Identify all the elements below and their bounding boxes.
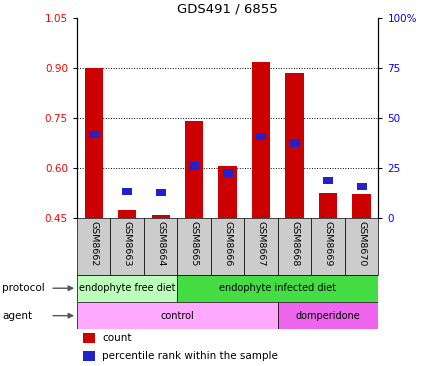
- Text: domperidone: domperidone: [296, 311, 360, 321]
- FancyBboxPatch shape: [211, 218, 245, 274]
- Bar: [84, 68, 103, 218]
- FancyBboxPatch shape: [312, 218, 345, 274]
- Text: percentile rank within the sample: percentile rank within the sample: [102, 351, 278, 361]
- FancyBboxPatch shape: [177, 274, 378, 302]
- Text: GSM8670: GSM8670: [357, 221, 366, 266]
- Bar: [352, 194, 371, 218]
- Text: count: count: [102, 333, 132, 343]
- Text: GSM8665: GSM8665: [190, 221, 199, 266]
- Bar: [356, 183, 367, 190]
- Text: endophyte infected diet: endophyte infected diet: [220, 283, 337, 293]
- Text: GSM8664: GSM8664: [156, 221, 165, 266]
- Bar: [219, 165, 237, 218]
- FancyBboxPatch shape: [77, 274, 177, 302]
- FancyBboxPatch shape: [77, 218, 110, 274]
- Text: endophyte free diet: endophyte free diet: [79, 283, 176, 293]
- FancyBboxPatch shape: [177, 218, 211, 274]
- Text: GSM8662: GSM8662: [89, 221, 98, 266]
- Bar: [89, 131, 99, 138]
- Bar: [252, 61, 271, 218]
- FancyBboxPatch shape: [245, 218, 278, 274]
- Bar: [323, 176, 333, 184]
- Bar: [83, 333, 95, 343]
- Text: agent: agent: [2, 311, 32, 321]
- FancyBboxPatch shape: [110, 218, 144, 274]
- Bar: [319, 193, 337, 218]
- Text: GSM8669: GSM8669: [324, 221, 333, 266]
- Title: GDS491 / 6855: GDS491 / 6855: [177, 3, 278, 16]
- FancyBboxPatch shape: [278, 302, 378, 329]
- Bar: [286, 73, 304, 218]
- Text: control: control: [161, 311, 194, 321]
- FancyBboxPatch shape: [278, 218, 312, 274]
- FancyBboxPatch shape: [77, 302, 278, 329]
- Bar: [122, 187, 132, 195]
- Bar: [156, 188, 166, 196]
- Bar: [290, 139, 300, 147]
- Text: GSM8663: GSM8663: [123, 221, 132, 266]
- Text: GSM8667: GSM8667: [257, 221, 266, 266]
- Bar: [83, 351, 95, 361]
- Bar: [118, 210, 136, 218]
- Text: protocol: protocol: [2, 283, 45, 293]
- Text: GSM8666: GSM8666: [223, 221, 232, 266]
- Bar: [256, 132, 266, 140]
- Bar: [151, 215, 170, 218]
- Bar: [223, 169, 233, 176]
- Text: GSM8668: GSM8668: [290, 221, 299, 266]
- Bar: [185, 121, 203, 218]
- FancyBboxPatch shape: [144, 218, 177, 274]
- Bar: [189, 162, 199, 169]
- FancyBboxPatch shape: [345, 218, 378, 274]
